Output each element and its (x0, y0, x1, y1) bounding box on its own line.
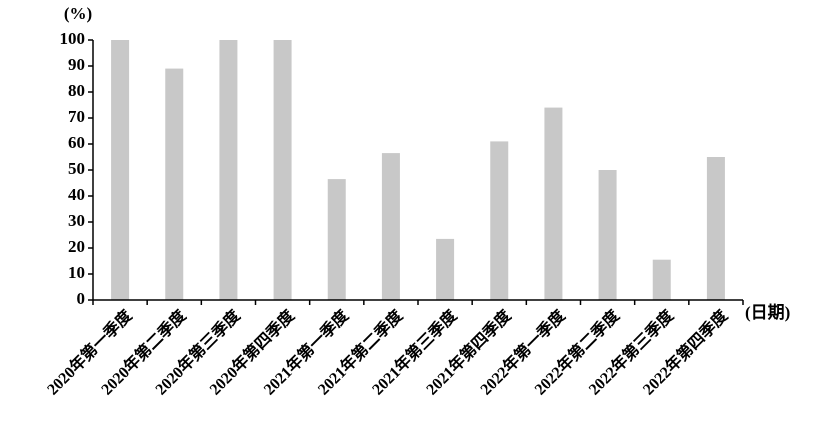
x-axis-label: (日期) (745, 303, 790, 322)
bar (327, 179, 346, 300)
y-axis-label: (%) (64, 4, 92, 23)
bar (219, 40, 238, 300)
y-tick-label: 40 (68, 185, 85, 204)
bar (436, 238, 455, 300)
bar (273, 40, 292, 300)
y-tick-label: 80 (68, 81, 85, 100)
y-tick-label: 90 (68, 55, 85, 74)
bar (111, 40, 130, 300)
bar (381, 153, 400, 300)
y-tick-label: 70 (68, 107, 85, 126)
y-tick-label: 100 (60, 29, 86, 48)
bar (652, 259, 671, 300)
y-tick-label: 30 (68, 211, 85, 230)
bar (490, 141, 509, 300)
y-tick-label: 50 (68, 159, 85, 178)
y-tick-label: 20 (68, 237, 85, 256)
y-tick-label: 10 (68, 263, 85, 282)
bar (706, 157, 725, 300)
y-tick-label: 0 (77, 289, 86, 308)
y-tick-label: 60 (68, 133, 85, 152)
bar (544, 107, 563, 300)
bar (598, 170, 617, 300)
bar (165, 68, 184, 300)
